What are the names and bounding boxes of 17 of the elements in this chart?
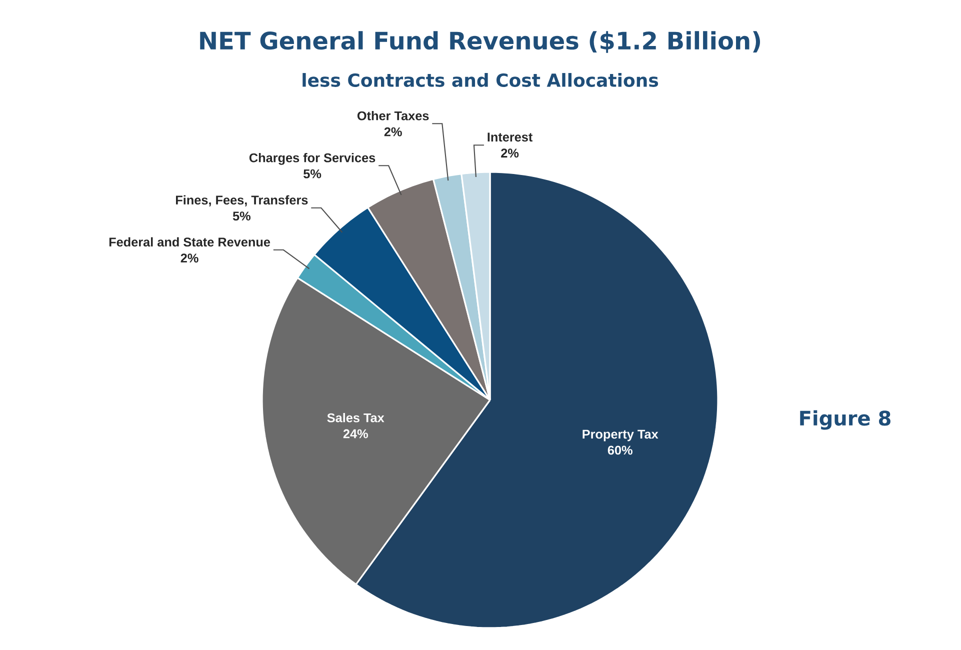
chart-title: NET General Fund Revenues ($1.2 Billion) [200,31,760,53]
slice-label: Property Tax [582,430,658,442]
data-label: 2% [384,127,402,136]
slice-label: Sales Tax [327,412,384,422]
chart-subtitle: less Contracts and Cost Allocations [302,73,658,87]
data-label: 24% [343,429,368,438]
slice-label: Fines, Fees, Transfers [176,195,308,206]
caption: Figure 8 [800,410,890,430]
slice-label: Other Taxes [357,110,429,120]
slice-label: Charges for Services [249,152,376,165]
slice-label: Interest [488,132,532,142]
data-label: 2% [501,148,519,158]
data-label: 60% [608,446,632,455]
data-label: 2% [180,254,198,263]
data-label: 5% [232,212,250,221]
data-label: 5% [304,169,322,178]
slice-label: Federal and State Revenue [109,237,270,247]
